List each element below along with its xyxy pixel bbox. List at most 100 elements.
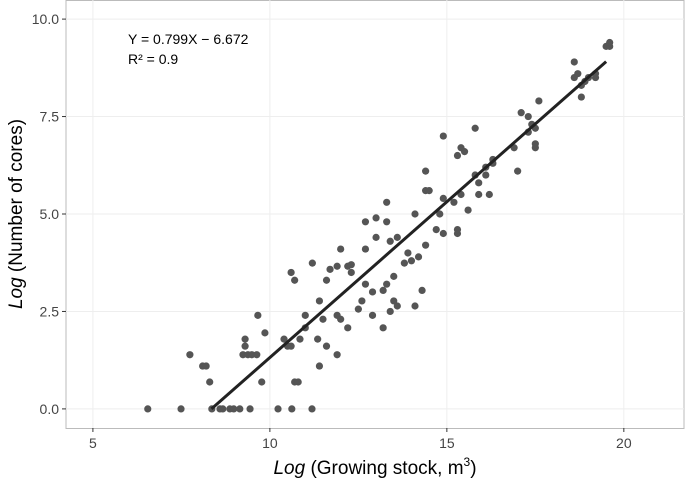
point bbox=[274, 405, 282, 413]
x-tick-label: 15 bbox=[439, 435, 455, 451]
point bbox=[606, 38, 614, 47]
point bbox=[471, 124, 479, 132]
point bbox=[315, 297, 324, 305]
point bbox=[246, 405, 254, 413]
point bbox=[315, 362, 324, 370]
point bbox=[326, 265, 334, 273]
point bbox=[591, 73, 600, 82]
point bbox=[241, 342, 249, 350]
point bbox=[457, 144, 465, 152]
point bbox=[258, 378, 266, 386]
point bbox=[524, 112, 532, 121]
point bbox=[230, 405, 238, 413]
point bbox=[361, 280, 370, 288]
point bbox=[379, 286, 387, 295]
point bbox=[361, 245, 370, 253]
r-squared: R² = 0.9 bbox=[128, 51, 178, 67]
point bbox=[450, 198, 458, 206]
point bbox=[291, 276, 299, 284]
point bbox=[400, 259, 408, 267]
point bbox=[475, 190, 483, 199]
point bbox=[422, 241, 430, 249]
point bbox=[287, 342, 295, 350]
point bbox=[432, 225, 440, 234]
point bbox=[347, 268, 355, 277]
point bbox=[322, 342, 331, 350]
point bbox=[379, 324, 387, 332]
point bbox=[248, 351, 256, 359]
point bbox=[390, 297, 398, 305]
point bbox=[383, 280, 391, 288]
point bbox=[288, 405, 296, 413]
point bbox=[517, 109, 525, 117]
point bbox=[333, 351, 341, 359]
point bbox=[439, 194, 447, 203]
point bbox=[301, 311, 309, 319]
point bbox=[186, 351, 194, 359]
y-axis-label: Log (Number of cores) bbox=[6, 119, 27, 309]
point bbox=[411, 302, 419, 310]
point bbox=[404, 249, 412, 257]
point bbox=[372, 214, 380, 222]
point bbox=[439, 229, 447, 238]
point bbox=[287, 268, 295, 277]
point bbox=[574, 70, 582, 78]
point bbox=[368, 288, 377, 296]
x-label-sup: 3 bbox=[464, 455, 471, 469]
point bbox=[411, 210, 419, 218]
point bbox=[144, 405, 152, 413]
point bbox=[337, 245, 345, 253]
point bbox=[219, 405, 227, 413]
point bbox=[464, 206, 472, 214]
point bbox=[422, 167, 430, 175]
equation: Y = 0.799X − 6.672 bbox=[128, 31, 249, 47]
point bbox=[425, 187, 433, 195]
point bbox=[202, 362, 210, 370]
point bbox=[333, 262, 341, 270]
point bbox=[344, 324, 352, 332]
x-tick-label: 5 bbox=[89, 435, 97, 451]
y-tick-label: 2.5 bbox=[40, 303, 60, 319]
point bbox=[241, 335, 249, 343]
point bbox=[236, 405, 244, 413]
point bbox=[206, 378, 214, 386]
point bbox=[314, 335, 322, 343]
point bbox=[386, 307, 394, 316]
point bbox=[418, 286, 426, 295]
point bbox=[383, 218, 391, 226]
point bbox=[453, 151, 462, 160]
x-label-italic: Log bbox=[273, 458, 305, 479]
regression-line bbox=[210, 60, 608, 411]
point bbox=[294, 378, 302, 386]
point bbox=[436, 210, 444, 218]
x-label-close: ) bbox=[470, 458, 476, 479]
point bbox=[383, 198, 391, 206]
point bbox=[308, 259, 316, 267]
point bbox=[296, 335, 304, 343]
point bbox=[253, 351, 261, 359]
point bbox=[308, 405, 316, 413]
point bbox=[439, 132, 447, 140]
point bbox=[535, 97, 543, 105]
point bbox=[358, 297, 366, 305]
point bbox=[319, 315, 327, 323]
point bbox=[239, 351, 247, 359]
y-label-text: (Number of cores) bbox=[6, 119, 27, 272]
point bbox=[337, 315, 345, 323]
x-tick-label: 20 bbox=[616, 435, 632, 451]
point bbox=[322, 276, 331, 284]
point bbox=[368, 311, 377, 319]
y-tick-label: 5.0 bbox=[40, 206, 60, 222]
point bbox=[386, 237, 394, 245]
point bbox=[485, 190, 493, 199]
y-tick-label: 7.5 bbox=[40, 109, 60, 125]
point bbox=[475, 179, 483, 187]
x-tick-label: 10 bbox=[262, 435, 278, 451]
point bbox=[347, 261, 355, 269]
point bbox=[482, 171, 490, 179]
y-tick-label: 10.0 bbox=[32, 11, 59, 27]
point bbox=[254, 311, 262, 319]
point bbox=[280, 335, 288, 343]
point bbox=[177, 405, 185, 413]
